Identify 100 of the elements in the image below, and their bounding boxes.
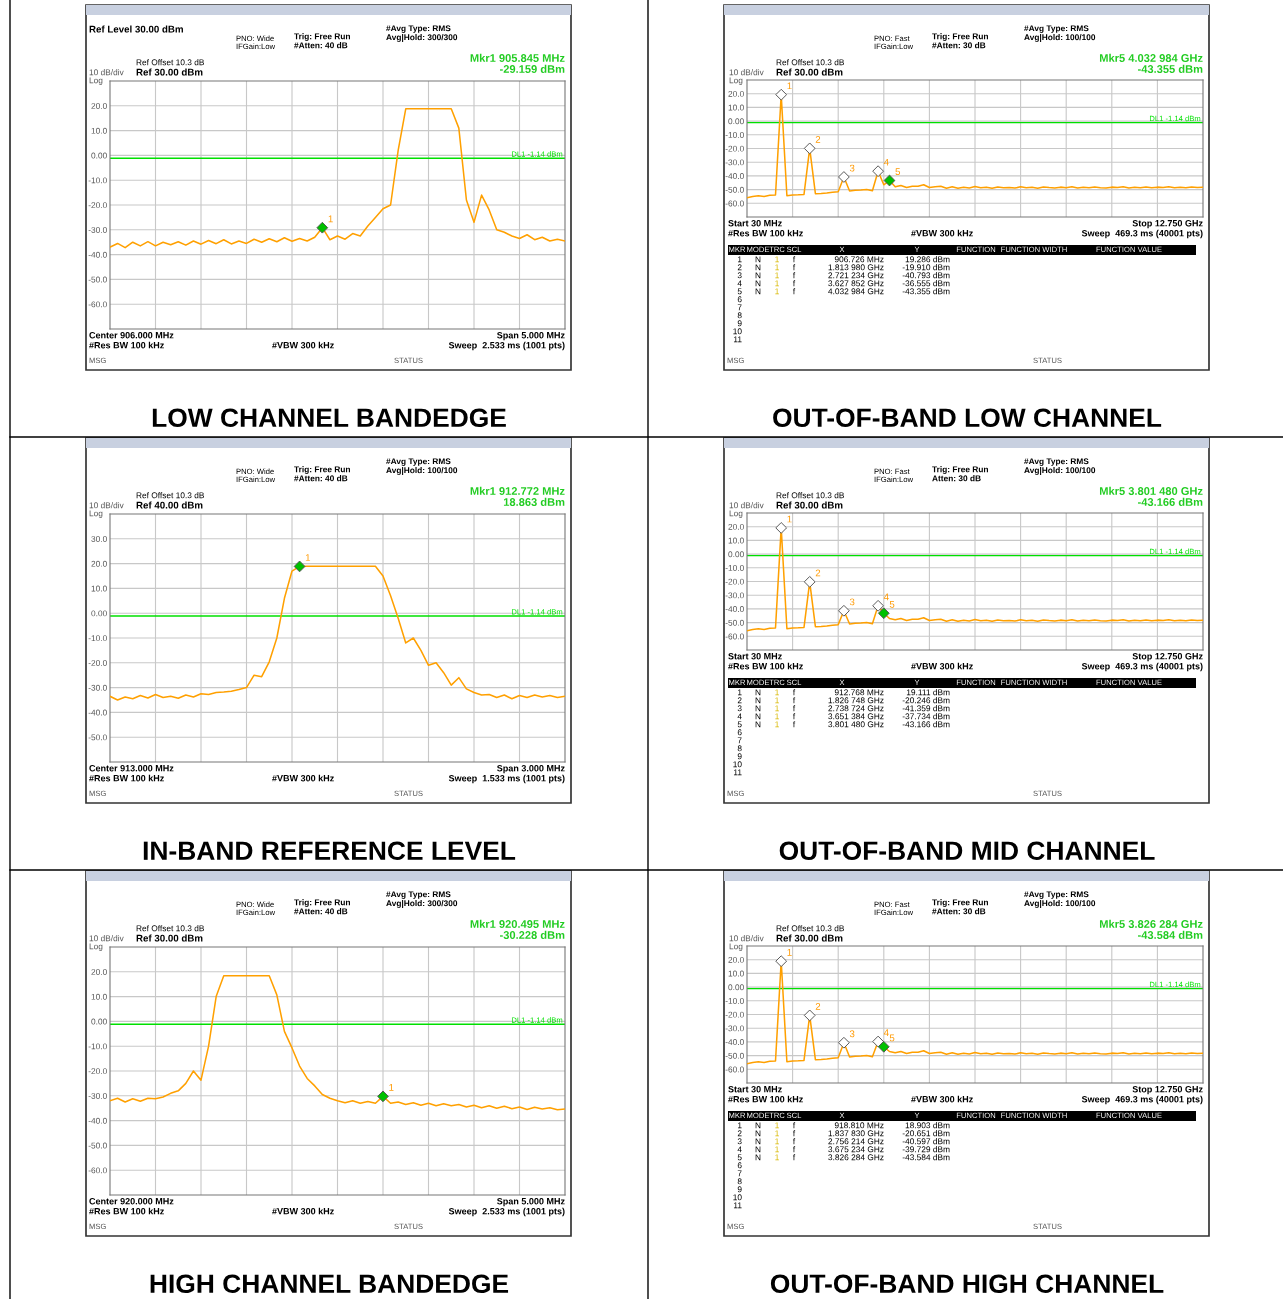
text: 3 [737, 272, 742, 279]
y-tick-label: -50.0 [88, 734, 107, 741]
y-tick-label: 10.0 [728, 970, 744, 977]
text: 1 [775, 272, 779, 279]
annotation: 1 [787, 948, 792, 956]
y-tick-label: -60.0 [725, 633, 744, 640]
text: -43.584 dBm [1137, 930, 1203, 939]
text: 1 [775, 1146, 779, 1153]
text: 18.863 dBm [503, 497, 565, 506]
y-tick-label: -60.0 [88, 1167, 107, 1174]
text: 5 [737, 288, 742, 295]
y-tick-label: -50.0 [88, 1142, 107, 1149]
y-tick-label: -50.0 [725, 619, 744, 626]
y-tick-label: -20.0 [725, 578, 744, 585]
text: Center 920.000 MHz [89, 1198, 174, 1205]
text: #Avg Type: RMS [1024, 25, 1089, 33]
text: f [792, 705, 796, 712]
text: 2.756 214 GHz [828, 1138, 884, 1145]
text: -19.910 dBm [902, 264, 950, 271]
text: 3.826 284 GHz [828, 1154, 884, 1161]
text: Span 3.000 MHz [497, 765, 565, 774]
text: 1.826 748 GHz [828, 697, 884, 704]
text: 906.726 MHz [834, 256, 884, 263]
y-tick-label: -40.0 [725, 606, 744, 612]
y-tick-label: 20.0 [91, 560, 107, 567]
text: 10 [733, 1194, 742, 1201]
text: 7 [737, 1170, 742, 1177]
text: -36.555 dBm [902, 280, 950, 287]
annotation: 5 [889, 1034, 895, 1042]
text: Sweep 469.3 ms (40001 pts) [1081, 662, 1203, 672]
line-series [110, 975, 565, 1111]
text: 3.801 480 GHz [828, 721, 884, 728]
text: 5 [737, 1154, 742, 1161]
annotation: 1 [328, 215, 333, 223]
text: 3.651 384 GHz [828, 713, 884, 720]
text: Trig: Free Run [294, 33, 350, 41]
annotation: 1 [389, 1084, 394, 1091]
text: 1 [775, 697, 779, 704]
text: 918.810 MHz [834, 1122, 884, 1129]
text: #Res BW 100 kHz [89, 341, 164, 349]
text: 1 [775, 1154, 779, 1161]
text: Mkr1 912.772 MHz [470, 486, 565, 495]
text: LOW CHANNEL BANDEDGE [152, 408, 506, 428]
y-tick-label: -30.0 [725, 159, 744, 166]
text: 1 [775, 1122, 779, 1129]
text: N [755, 705, 761, 712]
y-tick-label: 0.00 [91, 1018, 107, 1025]
text: 3 [737, 1138, 742, 1145]
y-tick-label: -20.0 [725, 1011, 744, 1018]
text: 10 [733, 761, 742, 768]
text: #Atten: 30 dB [932, 42, 986, 49]
text: IN-BAND REFERENCE LEVEL [143, 841, 516, 861]
text: Sweep 2.533 ms (1001 pts) [448, 341, 565, 351]
text: N [755, 1146, 761, 1153]
annotation: 5 [889, 600, 895, 608]
y-tick-label: 10.0 [91, 993, 107, 1000]
text: f [792, 1138, 796, 1145]
text: 2 [737, 264, 742, 271]
text: Ref Offset 10.3 dB [776, 925, 844, 932]
text: f [792, 1146, 796, 1153]
text: N [755, 721, 761, 728]
text: Stop 12.750 GHz [1132, 1086, 1203, 1095]
text: Sweep 2.533 ms (1001 pts) [448, 1207, 565, 1217]
y-tick-label: 0.00 [728, 984, 744, 991]
text: 3 [737, 705, 742, 712]
y-tick-label: -40.0 [88, 1117, 107, 1124]
text: Ref Offset 10.3 dB [776, 59, 844, 66]
text: Start 30 MHz [728, 1086, 782, 1093]
y-tick-label: 20.0 [91, 969, 107, 975]
y-tick-label: 0.00 [91, 610, 107, 617]
text: 1 [775, 280, 779, 287]
y-tick-label: 20.0 [91, 103, 107, 109]
annotation: 4 [883, 1029, 889, 1036]
text: Mkr5 4.032 984 GHz [1099, 53, 1203, 62]
y-tick-label: -30.0 [725, 1025, 744, 1032]
y-tick-label: -10.0 [725, 132, 744, 138]
text: Center 906.000 MHz [89, 332, 174, 339]
text: 10 dB/div [729, 69, 764, 76]
text: 2 [737, 697, 742, 704]
text: #Atten: 30 dB [932, 908, 986, 915]
y-tick-label: 10.0 [91, 127, 107, 134]
text: Start 30 MHz [728, 653, 782, 660]
text: OUT-OF-BAND LOW CHANNEL [773, 408, 1162, 428]
text: 1 [775, 1130, 779, 1137]
y-tick-label: 0.00 [728, 118, 744, 125]
text: -37.734 dBm [902, 713, 950, 720]
text: Log [729, 510, 743, 518]
text: f [792, 264, 796, 271]
text: N [755, 1138, 761, 1145]
text: 9 [737, 753, 742, 760]
text: 10 dB/div [89, 69, 124, 76]
text: Log [89, 943, 103, 951]
text: 10 [733, 328, 742, 335]
y-tick-label: -60.0 [725, 1066, 744, 1073]
y-tick-label: -60.0 [88, 301, 107, 308]
text: Mkr1 905.845 MHz [470, 53, 565, 62]
y-tick-label: 0.00 [728, 551, 744, 558]
text: 6 [737, 1162, 742, 1169]
text: #Res BW 100 kHz [728, 662, 803, 670]
annotation: 1 [787, 515, 792, 523]
